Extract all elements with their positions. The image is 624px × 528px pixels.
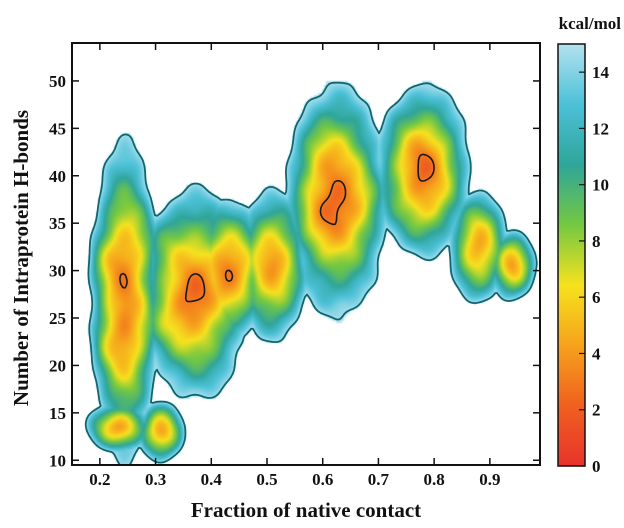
colorbar-tick-label: 10 bbox=[592, 176, 609, 195]
y-tick-label: 10 bbox=[49, 451, 66, 470]
x-tick-label: 0.7 bbox=[368, 470, 390, 489]
x-axis-ticks: 0.2 0.3 0.4 0.5 0.6 0.7 0.8 0.9 bbox=[89, 43, 500, 489]
x-tick-label: 0.6 bbox=[312, 470, 333, 489]
y-tick-label: 35 bbox=[49, 214, 66, 233]
colorbar-tick-label: 12 bbox=[592, 119, 609, 138]
colorbar-unit-label: kcal/mol bbox=[559, 14, 622, 33]
colorbar-ticks: 0 2 4 6 8 10 12 14 bbox=[579, 63, 610, 476]
x-tick-label: 0.9 bbox=[479, 470, 500, 489]
y-axis-label: Number of Intraprotein H-bonds bbox=[9, 110, 33, 406]
colorbar-tick-label: 14 bbox=[592, 63, 610, 82]
colorbar bbox=[558, 44, 585, 466]
colorbar-tick-label: 0 bbox=[592, 457, 601, 476]
energy-heatmap bbox=[72, 43, 540, 465]
y-tick-label: 25 bbox=[49, 309, 66, 328]
x-tick-label: 0.2 bbox=[89, 470, 110, 489]
y-tick-label: 50 bbox=[49, 72, 66, 91]
colorbar-tick-label: 2 bbox=[592, 401, 601, 420]
colorbar-tick-label: 8 bbox=[592, 232, 601, 251]
colorbar-tick-label: 4 bbox=[592, 344, 601, 363]
y-axis-ticks: 10 15 20 25 30 35 40 45 50 bbox=[49, 72, 540, 470]
x-axis-label: Fraction of native contact bbox=[191, 498, 421, 522]
contour-lines bbox=[84, 81, 538, 465]
x-tick-label: 0.8 bbox=[424, 470, 445, 489]
x-tick-label: 0.3 bbox=[145, 470, 166, 489]
y-tick-label: 45 bbox=[49, 119, 66, 138]
contour-line bbox=[84, 81, 538, 465]
y-tick-label: 40 bbox=[49, 167, 66, 186]
y-tick-label: 20 bbox=[49, 356, 66, 375]
colorbar-tick-label: 6 bbox=[592, 288, 601, 307]
x-tick-label: 0.4 bbox=[201, 470, 223, 489]
plot-frame bbox=[71, 42, 541, 466]
colorbar-frame bbox=[557, 43, 586, 467]
x-tick-label: 0.5 bbox=[256, 470, 277, 489]
contour-line bbox=[119, 153, 435, 303]
y-tick-label: 30 bbox=[49, 262, 66, 281]
y-tick-label: 15 bbox=[49, 404, 66, 423]
